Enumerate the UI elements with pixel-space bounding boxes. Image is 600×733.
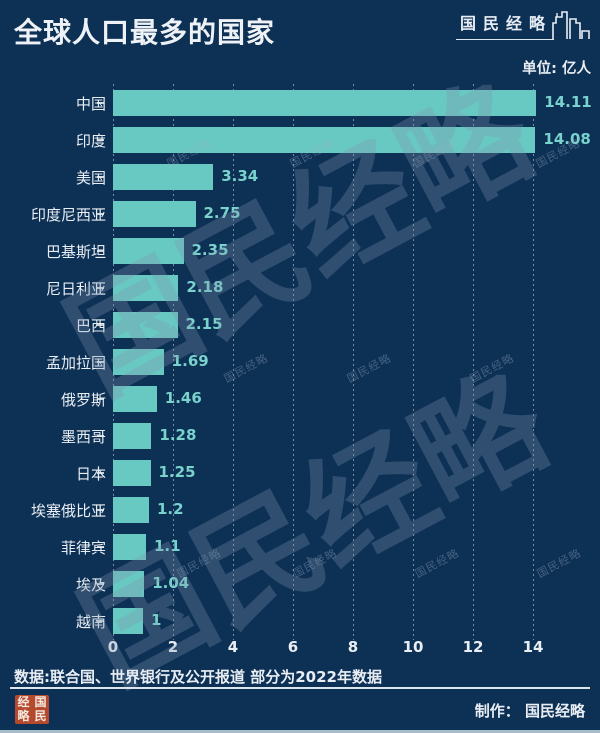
country-label: 埃塞俄比亚	[30, 502, 106, 520]
population-bar	[113, 201, 196, 227]
x-gridline	[293, 84, 294, 640]
watermark-small: 国民经略	[412, 546, 462, 581]
population-bar	[113, 164, 214, 190]
population-bar	[113, 423, 152, 449]
x-gridline	[353, 84, 354, 640]
country-label: 巴基斯坦	[45, 243, 106, 261]
x-axis-tick-label: 10	[402, 638, 424, 656]
value-label: 1.46	[164, 389, 202, 407]
category-tick	[97, 324, 104, 326]
x-axis-tick-label: 6	[287, 638, 299, 656]
category-tick	[97, 102, 104, 104]
country-label: 中国	[75, 95, 106, 113]
category-tick	[97, 435, 104, 437]
x-gridline	[413, 84, 414, 640]
value-label: 2.18	[186, 278, 224, 296]
country-label: 印度	[75, 132, 106, 150]
category-tick	[97, 472, 104, 474]
unit-label: 单位: 亿人	[522, 61, 591, 77]
seal-char: 国	[34, 694, 47, 709]
bottom-edge-strip	[0, 730, 600, 733]
country-label: 日本	[75, 465, 106, 483]
country-label: 菲律宾	[60, 539, 106, 557]
category-tick	[97, 250, 104, 252]
value-label: 2.15	[185, 315, 223, 333]
population-bar	[113, 238, 184, 264]
country-label: 俄罗斯	[60, 391, 106, 409]
population-bar	[113, 386, 157, 412]
category-tick	[97, 176, 104, 178]
country-label: 埃及	[75, 576, 106, 594]
x-gridline	[473, 84, 474, 640]
brand-seal-stamp: 经 国 略 民	[15, 695, 49, 724]
x-axis-tick-label: 14	[522, 638, 544, 656]
value-label: 1.2	[157, 500, 184, 518]
country-label: 印度尼西亚	[30, 206, 106, 224]
page-title: 全球人口最多的国家	[14, 16, 276, 49]
population-bar	[113, 497, 149, 523]
data-source-note: 数据:联合国、世界银行及公开报道 部分为2022年数据	[14, 668, 382, 686]
x-axis-tick-label: 12	[462, 638, 484, 656]
x-axis-tick-label: 0	[107, 638, 119, 656]
population-bar	[113, 312, 178, 338]
category-tick	[97, 398, 104, 400]
country-label: 越南	[75, 613, 106, 631]
population-bar	[113, 127, 536, 153]
value-label: 1.1	[154, 537, 181, 555]
watermark-small: 国民经略	[534, 546, 584, 581]
value-label: 1.69	[171, 352, 209, 370]
value-label: 1.25	[158, 463, 196, 481]
watermark-small: 国民经略	[290, 546, 340, 581]
value-label: 2.75	[203, 204, 241, 222]
category-tick	[97, 509, 104, 511]
seal-char: 经	[17, 694, 30, 709]
x-axis-tick-label: 2	[167, 638, 179, 656]
watermark-small: 国民经略	[467, 351, 517, 386]
brand-logo: 国民经略	[455, 4, 590, 40]
city-skyline-icon	[552, 11, 590, 39]
value-label: 2.35	[191, 241, 229, 259]
brand-logo-text: 国民经略	[455, 4, 554, 40]
watermark-small: 国民经略	[221, 351, 271, 386]
population-bar	[113, 571, 145, 597]
x-gridline	[173, 84, 174, 640]
value-label: 3.34	[221, 167, 259, 185]
x-gridline	[233, 84, 234, 640]
category-tick	[97, 361, 104, 363]
watermark-small: 国民经略	[344, 351, 394, 386]
population-bar	[113, 534, 146, 560]
country-label: 尼日利亚	[45, 280, 106, 298]
country-label: 孟加拉国	[45, 354, 106, 372]
footer-divider	[10, 687, 590, 689]
x-axis-tick-label: 8	[347, 638, 359, 656]
x-axis-tick-label: 4	[227, 638, 239, 656]
value-label: 1.04	[152, 574, 190, 592]
population-bar	[113, 275, 179, 301]
category-tick	[97, 287, 104, 289]
value-label: 1	[151, 611, 162, 629]
value-label: 14.11	[544, 93, 592, 111]
category-tick	[97, 583, 104, 585]
country-label: 美国	[75, 169, 106, 187]
seal-char: 民	[34, 709, 47, 724]
population-bar	[113, 90, 537, 116]
population-bar	[113, 460, 151, 486]
category-tick	[97, 139, 104, 141]
population-bar	[113, 608, 143, 634]
value-label: 14.08	[543, 130, 591, 148]
category-tick	[97, 546, 104, 548]
credit-label: 制作： 国民经略	[474, 702, 585, 720]
seal-char: 略	[17, 709, 30, 724]
category-tick	[97, 620, 104, 622]
value-label: 1.28	[159, 426, 197, 444]
population-bar	[113, 349, 164, 375]
country-label: 墨西哥	[60, 428, 106, 446]
country-label: 巴西	[75, 317, 106, 335]
category-tick	[97, 213, 104, 215]
x-gridline	[533, 84, 534, 640]
